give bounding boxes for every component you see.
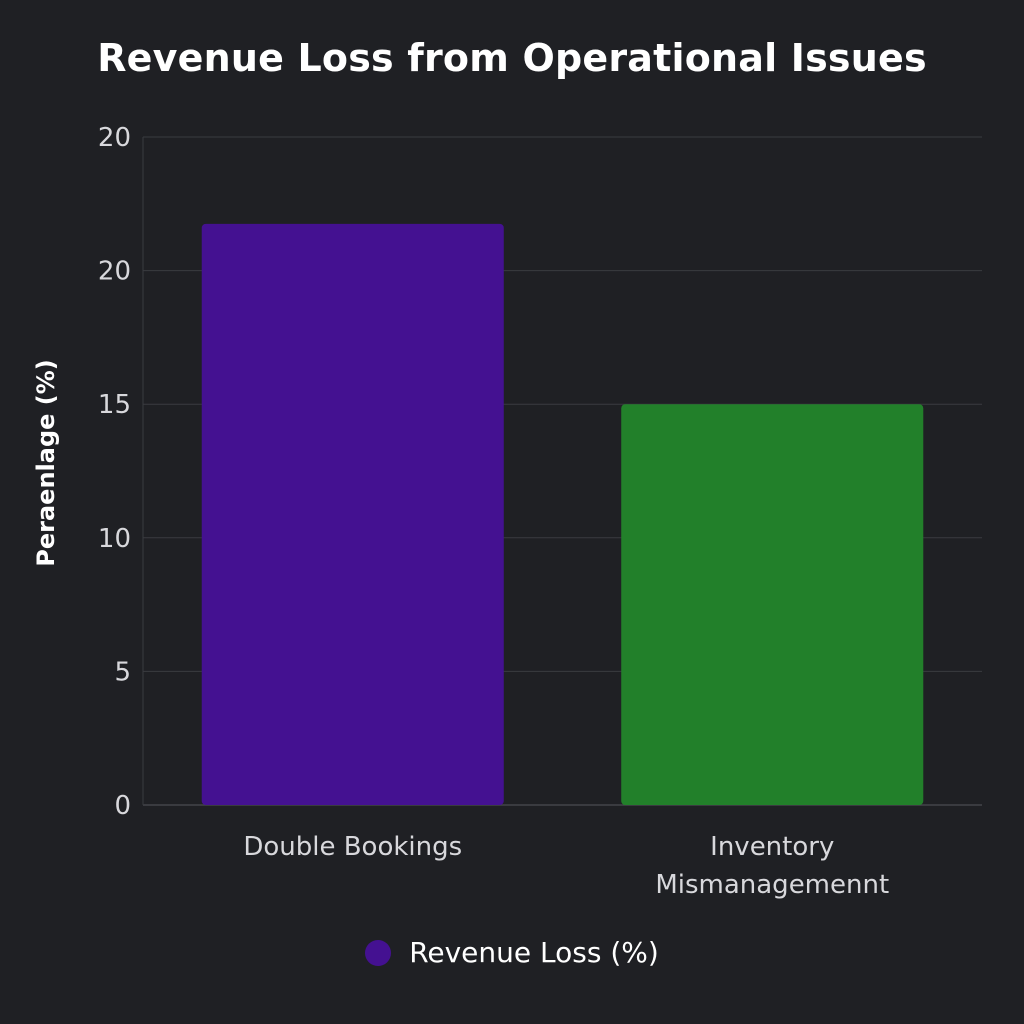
chart-title: Revenue Loss from Operational Issues [97, 36, 927, 80]
x-category-label: Inventory [710, 832, 834, 862]
y-tick-label: 10 [98, 524, 131, 554]
bar-0 [201, 223, 504, 806]
y-tick-label: 0 [114, 791, 131, 821]
legend: Revenue Loss (%) [0, 936, 1024, 969]
y-tick-label: 15 [98, 390, 131, 420]
y-tick-label: 20 [98, 257, 131, 287]
x-category-label: Double Bookings [243, 832, 462, 862]
y-tick-label: 5 [114, 657, 131, 687]
x-axis-labels: Double Bookings Inventory Mismanagemennt [243, 832, 889, 900]
bars-layer [201, 223, 924, 806]
y-tick-label: 20 [98, 123, 131, 153]
legend-swatch [365, 939, 392, 966]
y-axis-ticks: 0 5 10 15 20 20 [98, 123, 131, 821]
x-category-label: Mismanagemennt [655, 870, 889, 900]
y-axis-label: Peraenlage (%) [32, 359, 60, 566]
bar-1 [621, 404, 924, 805]
legend-label: Revenue Loss (%) [409, 936, 659, 969]
